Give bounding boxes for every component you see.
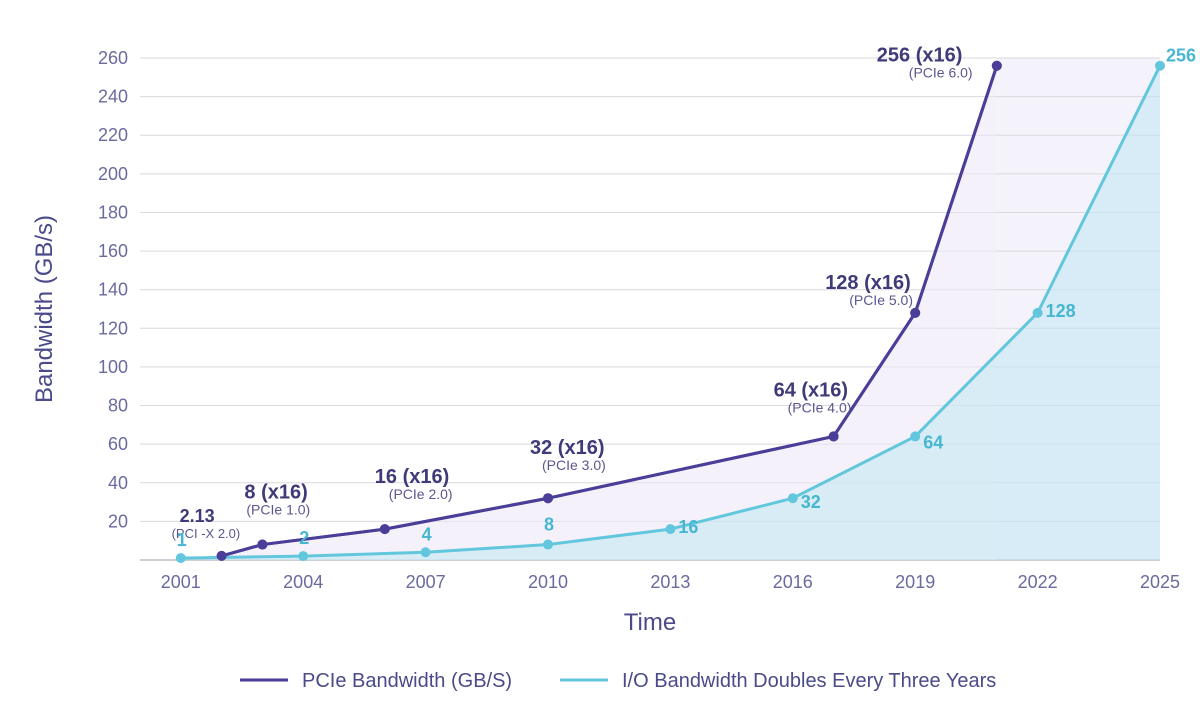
y-tick-label: 180 xyxy=(98,202,128,222)
pcie-point-label: 256 (x16) xyxy=(877,45,963,67)
x-tick-label: 2016 xyxy=(773,572,813,592)
legend-label: PCIe Bandwidth (GB/S) xyxy=(302,670,512,692)
pcie-point-sublabel: (PCIe 6.0) xyxy=(909,65,973,81)
pcie-marker-top xyxy=(380,524,390,534)
pcie-marker-top xyxy=(829,431,839,441)
io-point-label: 2 xyxy=(299,528,309,548)
pcie-point-sublabel: (PCIe 2.0) xyxy=(389,486,453,502)
pcie-point-sublabel: (PCIe 1.0) xyxy=(246,502,310,518)
pcie-marker-top xyxy=(543,493,553,503)
x-tick-label: 2007 xyxy=(406,572,446,592)
io-marker xyxy=(1033,308,1043,318)
y-tick-label: 260 xyxy=(98,48,128,68)
pcie-point-label: 32 (x16) xyxy=(530,437,605,459)
io-point-label: 32 xyxy=(801,492,821,512)
x-tick-label: 2001 xyxy=(161,572,201,592)
io-marker xyxy=(910,431,920,441)
pcie-point-sublabel: (PCIe 5.0) xyxy=(849,292,913,308)
y-tick-label: 200 xyxy=(98,164,128,184)
y-tick-label: 140 xyxy=(98,280,128,300)
io-marker xyxy=(543,540,553,550)
io-point-label: 4 xyxy=(422,524,432,544)
y-tick-label: 220 xyxy=(98,125,128,145)
pcie-point-label: 8 (x16) xyxy=(244,482,307,504)
y-tick-label: 60 xyxy=(108,434,128,454)
x-axis-title: Time xyxy=(624,609,676,636)
y-tick-label: 20 xyxy=(108,511,128,531)
y-tick-label: 120 xyxy=(98,318,128,338)
pcie-marker-top xyxy=(910,308,920,318)
x-tick-label: 2010 xyxy=(528,572,568,592)
y-tick-label: 40 xyxy=(108,473,128,493)
y-tick-label: 100 xyxy=(98,357,128,377)
pcie-point-sublabel: (PCIe 3.0) xyxy=(542,457,606,473)
y-axis-title: Bandwidth (GB/s) xyxy=(31,215,58,403)
pcie-marker-top xyxy=(992,61,1002,71)
pcie-point-sublabel: (PCIe 4.0) xyxy=(788,399,852,415)
io-marker xyxy=(298,551,308,561)
pcie-marker-top xyxy=(257,540,267,550)
io-point-label: 1 xyxy=(177,530,187,550)
x-tick-label: 2013 xyxy=(650,572,690,592)
x-tick-label: 2022 xyxy=(1018,572,1058,592)
y-tick-label: 240 xyxy=(98,87,128,107)
io-point-label: 128 xyxy=(1046,301,1076,321)
pcie-point-label: 16 (x16) xyxy=(375,466,450,488)
chart-svg: 20 40 60 80 100 120 140 160 180 200 220 240 260 2001 2… xyxy=(0,0,1200,718)
x-tick-label: 2004 xyxy=(283,572,323,592)
pcie-point-label: 2.13 xyxy=(180,506,215,526)
y-tick-label: 160 xyxy=(98,241,128,261)
io-marker xyxy=(665,524,675,534)
io-point-label: 16 xyxy=(678,517,698,537)
io-point-label: 8 xyxy=(544,515,554,535)
pcie-marker-top xyxy=(217,551,227,561)
x-tick-label: 2025 xyxy=(1140,572,1180,592)
io-marker xyxy=(1155,61,1165,71)
pcie-point-label: 64 (x16) xyxy=(774,379,849,401)
io-point-label: 64 xyxy=(923,432,943,452)
bandwidth-chart: 20 40 60 80 100 120 140 160 180 200 220 240 260 2001 2… xyxy=(0,0,1200,718)
x-tick-label: 2019 xyxy=(895,572,935,592)
legend-label: I/O Bandwidth Doubles Every Three Years xyxy=(622,670,996,692)
io-marker xyxy=(788,493,798,503)
y-tick-label: 80 xyxy=(108,396,128,416)
pcie-point-label: 128 (x16) xyxy=(825,272,911,294)
io-marker xyxy=(421,547,431,557)
io-marker xyxy=(176,553,186,563)
io-point-label: 256 xyxy=(1166,46,1196,66)
